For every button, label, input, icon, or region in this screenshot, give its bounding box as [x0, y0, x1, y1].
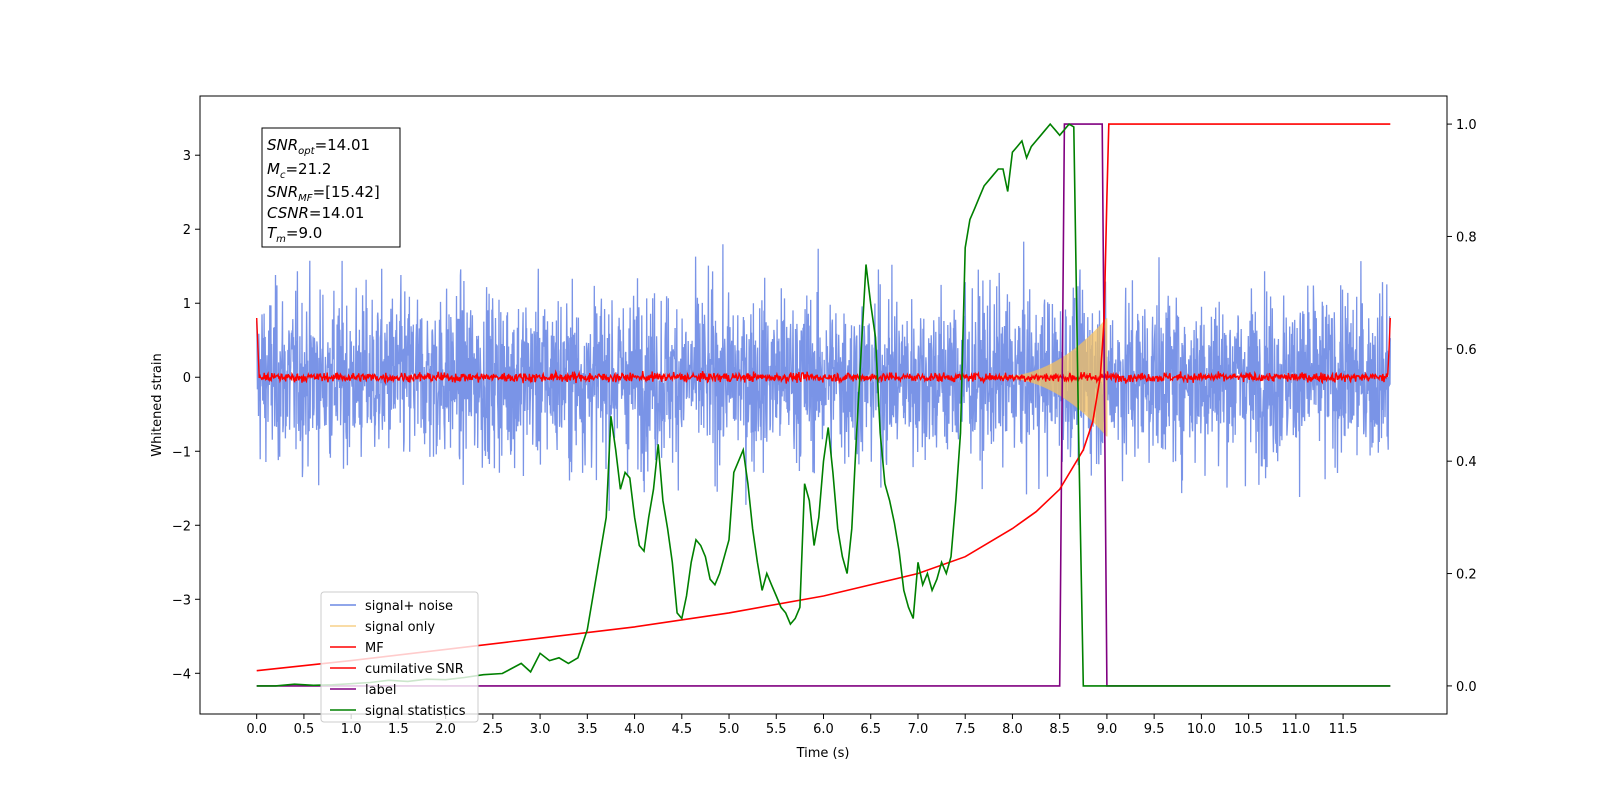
legend-label: signal statistics: [365, 704, 466, 719]
info-box-frame: [261, 127, 401, 248]
info-mc: Mc=21.2: [267, 160, 331, 181]
y2-tick-label: 0.2: [1456, 568, 1477, 583]
x-tick-label: 6.5: [860, 722, 881, 737]
x-tick-label: 0.0: [246, 722, 267, 737]
x-tick-label: 8.0: [1002, 722, 1023, 737]
x-tick-label: 2.0: [435, 722, 456, 737]
x-tick-label: 7.0: [908, 722, 929, 737]
y-tick-label: −2: [172, 519, 191, 534]
x-tick-label: 2.5: [483, 722, 504, 737]
y-tick-label: 1: [183, 297, 191, 312]
x-tick-label: 11.5: [1329, 722, 1358, 737]
legend-frame: [320, 591, 479, 723]
y-tick-label: 0: [183, 371, 191, 386]
x-tick-label: 0.5: [294, 722, 315, 737]
y-axis: 3 2 1 0 −1 −2 −3 −4: [172, 149, 200, 682]
info-snr-opt: SNRopt=14.01: [267, 136, 370, 157]
x-tick-label: 7.5: [955, 722, 976, 737]
series-mf: [256, 317, 1391, 385]
legend-label: MF: [365, 641, 384, 656]
legend-label: label: [365, 683, 396, 698]
y-tick-label: 3: [183, 149, 191, 164]
y2-tick-label: 0.4: [1456, 455, 1477, 470]
y2-tick-label: 1.0: [1456, 118, 1477, 133]
x-tick-label: 10.0: [1187, 722, 1216, 737]
x-tick-label: 4.5: [671, 722, 692, 737]
legend-label: signal+ noise: [365, 599, 453, 614]
series-layer: [256, 122, 1391, 687]
x-tick-label: 11.0: [1281, 722, 1310, 737]
series-signal-statistics: [256, 122, 1391, 687]
y2-axis: 1.0 0.8 0.6 0.4 0.2 0.0: [1447, 118, 1477, 695]
info-box: SNRopt=14.01 Mc=21.2 SNRMF=[15.42] CSNR=…: [261, 127, 401, 248]
x-tick-label: 9.5: [1144, 722, 1165, 737]
legend-label: signal only: [365, 620, 435, 635]
x-tick-label: 5.0: [719, 722, 740, 737]
x-tick-label: 1.5: [388, 722, 409, 737]
y2-tick-label: 0.0: [1456, 680, 1477, 695]
x-tick-label: 8.5: [1049, 722, 1070, 737]
info-snr-mf: SNRMF=[15.42]: [267, 183, 380, 204]
x-axis-label: Time (s): [796, 746, 850, 761]
y-tick-label: −4: [172, 667, 191, 682]
legend: signal+ noise signal only MF cumilative SNR…: [320, 591, 479, 723]
series-cumulative-snr: [256, 123, 1391, 672]
legend-label: cumilative SNR: [365, 662, 464, 677]
info-csnr: CSNR=14.01: [267, 204, 364, 222]
y-tick-label: −1: [172, 445, 191, 460]
y-tick-label: 2: [183, 223, 191, 238]
x-tick-label: 9.0: [1097, 722, 1118, 737]
x-tick-label: 6.0: [813, 722, 834, 737]
x-tick-label: 3.0: [530, 722, 551, 737]
y-axis-label: Whitened strain: [150, 353, 165, 456]
x-tick-label: 5.5: [766, 722, 787, 737]
x-tick-label: 4.0: [624, 722, 645, 737]
x-tick-label: 3.5: [577, 722, 598, 737]
x-axis: 0.0 0.5 1.0 1.5 2.0 2.5 3.0 3.5 4.0 4.5 5.0 5.5 6.0 6…: [246, 714, 1358, 737]
info-tm: Tm=9.0: [267, 224, 322, 245]
x-tick-label: 1.0: [341, 722, 362, 737]
y2-tick-label: 0.6: [1456, 343, 1477, 358]
y-tick-label: −3: [172, 593, 191, 608]
x-tick-label: 10.5: [1234, 722, 1263, 737]
y2-tick-label: 0.8: [1456, 230, 1477, 245]
